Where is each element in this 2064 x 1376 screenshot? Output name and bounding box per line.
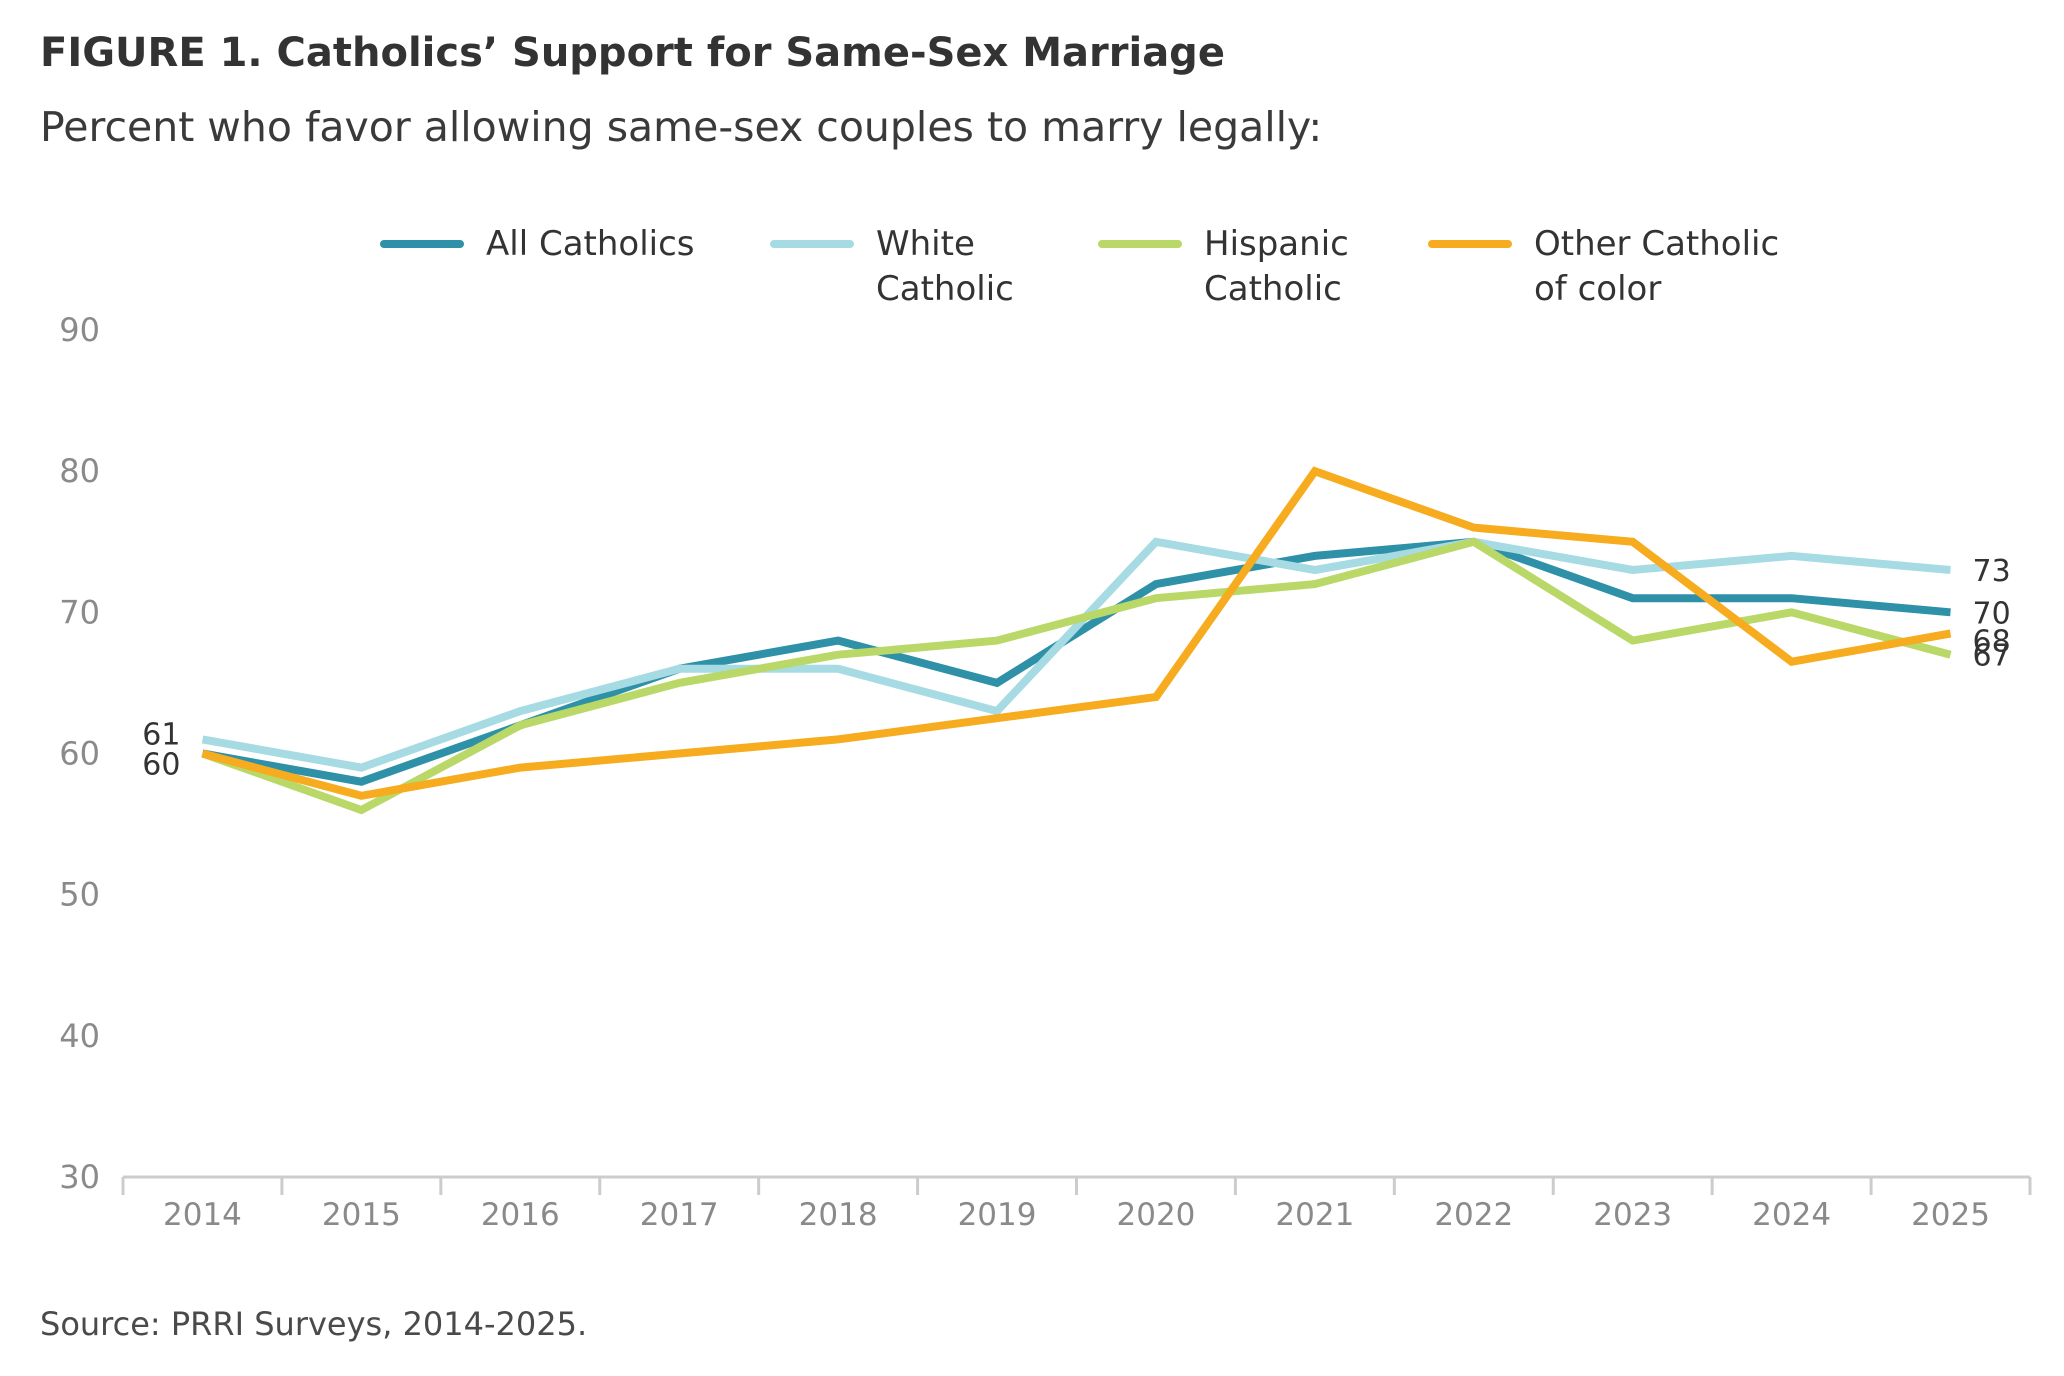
data-label: 70 — [1973, 596, 2011, 631]
y-tick-label: 30 — [59, 1158, 100, 1196]
legend-item-white-catholic: White Catholic — [770, 222, 1014, 312]
legend-swatch — [380, 240, 464, 248]
legend-label: White Catholic — [876, 224, 1014, 309]
y-tick-label: 60 — [59, 735, 100, 773]
x-tick-label: 2019 — [958, 1197, 1037, 1233]
x-tick-label: 2016 — [481, 1197, 560, 1233]
x-tick-label: 2014 — [163, 1197, 242, 1233]
data-label: 60 — [142, 748, 180, 783]
data-label: 67 — [1973, 639, 2011, 674]
legend-item-other-catholic-of-color: Other Catholic of color — [1428, 222, 1779, 312]
data-label: 68 — [1973, 625, 2011, 660]
y-tick-label: 40 — [59, 1017, 100, 1055]
legend-swatch — [1428, 240, 1512, 248]
series-line-2 — [201, 537, 1952, 815]
legend-label: All Catholics — [486, 224, 695, 264]
series-line-1 — [201, 537, 1951, 772]
legend-label: Other Catholic of color — [1534, 224, 1780, 309]
legend: All Catholics White Catholic Hispanic Ca… — [0, 222, 2064, 322]
x-tick-label: 2021 — [1275, 1197, 1354, 1233]
x-tick-label: 2024 — [1752, 1197, 1831, 1233]
x-tick-label: 2020 — [1117, 1197, 1196, 1233]
chart-subtitle: Percent who favor allowing same-sex coup… — [40, 103, 1323, 151]
y-tick-label: 90 — [59, 311, 100, 349]
x-tick-label: 2017 — [640, 1197, 719, 1233]
x-tick-label: 2022 — [1434, 1197, 1513, 1233]
legend-item-hispanic-catholic: Hispanic Catholic — [1098, 222, 1349, 312]
x-tick-label: 2015 — [322, 1197, 401, 1233]
series-line-0 — [201, 537, 1951, 786]
source-note: Source: PRRI Surveys, 2014-2025. — [40, 1305, 588, 1343]
data-label: 73 — [1973, 554, 2011, 589]
legend-swatch — [770, 240, 854, 248]
x-tick-label: 2018 — [799, 1197, 878, 1233]
x-tick-label: 2025 — [1911, 1197, 1990, 1233]
y-tick-label: 50 — [59, 876, 100, 914]
data-label: 61 — [142, 717, 180, 752]
legend-item-all-catholics: All Catholics — [380, 222, 695, 267]
chart-title: FIGURE 1. Catholics’ Support for Same-Se… — [40, 30, 1225, 76]
series-line-3 — [201, 466, 1952, 800]
legend-swatch — [1098, 240, 1182, 248]
x-tick-label: 2023 — [1593, 1197, 1672, 1233]
legend-label: Hispanic Catholic — [1204, 224, 1349, 309]
y-tick-label: 80 — [59, 452, 100, 490]
y-tick-label: 70 — [59, 593, 100, 631]
